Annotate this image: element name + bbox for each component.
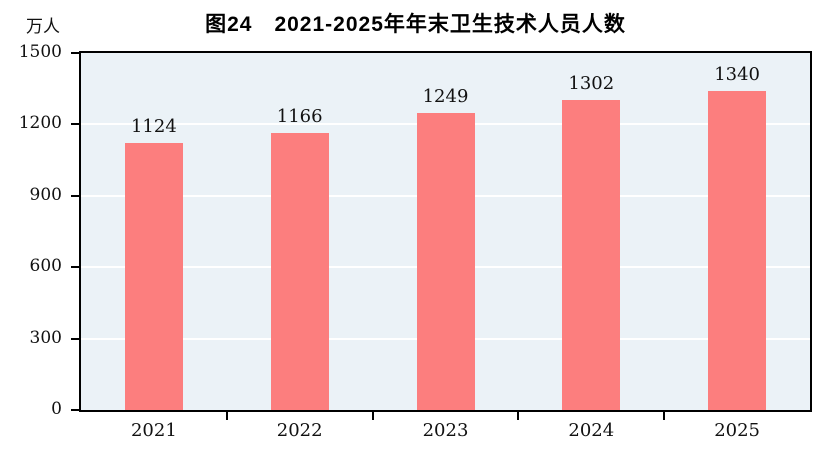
bar-2023 <box>416 112 475 410</box>
y-tick-label-900: 900 <box>29 184 62 205</box>
y-tick-mark <box>71 194 79 197</box>
bar-2022 <box>270 132 329 410</box>
y-tick-mark <box>71 266 79 269</box>
x-tick-label-2023: 2023 <box>422 420 469 441</box>
y-tick-label-1500: 1500 <box>18 42 62 62</box>
x-tick-mark <box>225 412 228 420</box>
x-tick-mark <box>371 412 374 420</box>
y-tick-mark <box>71 409 79 411</box>
y-tick-label-0: 0 <box>51 399 62 419</box>
bar-value-label: 1302 <box>568 73 615 95</box>
x-tick-mark <box>663 412 666 420</box>
x-tick-mark <box>517 412 520 420</box>
y-tick-label-600: 600 <box>29 256 62 277</box>
bar-2024 <box>562 100 621 410</box>
y-axis-unit-label: 万人 <box>26 17 60 37</box>
bar-value-label: 1249 <box>422 85 469 107</box>
bar-value-label: 1340 <box>714 64 760 86</box>
bar-value-label: 1166 <box>276 105 323 127</box>
bar-value-label: 1124 <box>130 115 177 137</box>
y-tick-label-300: 300 <box>29 327 62 348</box>
y-tick-mark <box>71 123 79 126</box>
y-tick-label-1200: 1200 <box>18 113 62 134</box>
x-tick-label-2024: 2024 <box>568 420 615 441</box>
x-tick-label-2021: 2021 <box>130 420 177 441</box>
bar-2021 <box>124 142 183 410</box>
x-tick-label-2025: 2025 <box>714 420 760 441</box>
x-tick-label-2022: 2022 <box>276 420 323 441</box>
plot-area: 1124 1166 1249 1302 1340 <box>79 51 812 412</box>
bar-2025 <box>708 91 767 410</box>
chart-title: 图24 2021-2025年年末卫生技术人员人数 <box>205 13 626 36</box>
y-tick-mark <box>71 52 79 54</box>
y-tick-mark <box>71 337 79 340</box>
